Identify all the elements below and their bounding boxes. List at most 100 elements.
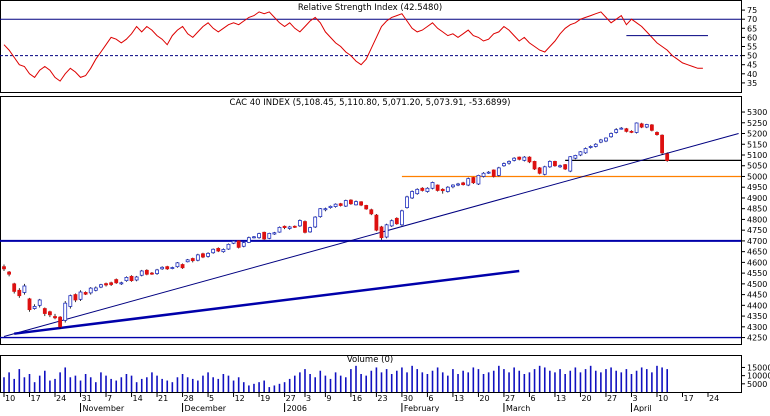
candle-body	[517, 156, 522, 160]
x-tick-label: 14	[133, 394, 143, 403]
candle-body	[440, 188, 445, 192]
candle-body	[481, 172, 486, 177]
x-tick-label: 17	[683, 394, 693, 403]
x-tick-label: 17	[31, 394, 41, 403]
candle-body	[83, 292, 88, 295]
candle-body	[323, 208, 328, 211]
price-y-tick-label: 5200	[747, 130, 767, 139]
x-tick-label: 3	[632, 394, 637, 403]
rsi-line	[3, 11, 703, 82]
price-y-tick-label: 4400	[747, 301, 767, 310]
candle-body	[542, 166, 547, 175]
rsi-y-tick-label: 70	[747, 15, 757, 24]
candle-body	[134, 276, 139, 281]
candle-body	[175, 262, 180, 268]
rsi-layer	[0, 11, 741, 82]
trendline	[3, 133, 739, 337]
candle-body	[104, 283, 108, 286]
volume-y-tick-label: 15000	[747, 363, 770, 372]
candle-body	[297, 220, 302, 227]
candle-body	[588, 145, 593, 148]
candle-body	[348, 199, 353, 205]
candle-body	[573, 155, 578, 159]
rsi-y-tick-label: 60	[747, 33, 757, 42]
candle-body	[42, 308, 47, 314]
candle-body	[527, 156, 532, 163]
candle-body	[456, 183, 460, 186]
candle-body	[394, 217, 399, 225]
rsi-y-tick-label: 50	[747, 52, 757, 61]
price-y-tick-label: 4800	[747, 215, 767, 224]
candle-body	[537, 167, 542, 174]
candle-body	[262, 231, 267, 240]
candle-body	[553, 161, 557, 167]
x-tick-label: 5	[209, 394, 214, 403]
x-tick-label: 10	[658, 394, 668, 403]
candle-body	[277, 226, 282, 233]
volume-layer	[3, 365, 668, 392]
candle-body	[252, 236, 256, 239]
candle-body	[338, 203, 343, 206]
candle-body	[201, 253, 205, 258]
candle-body	[22, 285, 27, 293]
candle-body	[109, 282, 114, 285]
candle-body	[139, 270, 144, 276]
axis-layer: 3540455055606570754250430043504400445045…	[3, 6, 770, 413]
month-label: April	[633, 404, 651, 412]
candle-body	[93, 287, 98, 291]
candle-body	[410, 191, 415, 199]
candle-body	[496, 167, 501, 176]
rsi-y-tick-label: 40	[747, 70, 757, 79]
candle-body	[354, 201, 358, 206]
candle-body	[374, 214, 379, 231]
price-y-tick-label: 4350	[747, 312, 767, 321]
volume-y-tick-label: 10000	[747, 372, 770, 381]
candle-body	[639, 123, 644, 128]
x-tick-label: 3	[306, 394, 311, 403]
x-tick-label: 6	[428, 394, 433, 403]
candle-body	[78, 291, 83, 300]
candle-body	[359, 201, 364, 206]
candle-body	[17, 289, 22, 297]
rsi-title: Relative Strength Index (42.5480)	[298, 3, 442, 13]
x-tick-label: 7	[107, 394, 112, 403]
candle-body	[445, 186, 450, 192]
candle-body	[211, 248, 216, 254]
rsi-y-tick-label: 35	[747, 79, 757, 88]
candle-body	[292, 225, 297, 228]
x-tick-label: 12	[235, 394, 245, 403]
candle-body	[257, 233, 261, 239]
candle-body	[195, 254, 200, 261]
candle-body	[568, 156, 573, 172]
price-y-tick-label: 5050	[747, 162, 767, 171]
price-y-tick-label: 4300	[747, 323, 767, 332]
x-tick-label: 13	[454, 394, 464, 403]
trendline	[14, 269, 520, 335]
month-label: December	[185, 404, 227, 412]
candle-body	[144, 269, 149, 275]
x-tick-label: 6	[530, 394, 535, 403]
candle-body	[415, 188, 420, 195]
price-y-tick-label: 4500	[747, 280, 767, 289]
candle-body	[27, 298, 32, 311]
candle-body	[241, 242, 246, 247]
candle-body	[190, 258, 195, 262]
candle-body	[236, 240, 241, 248]
candle-body	[614, 129, 619, 133]
candle-body	[451, 184, 455, 188]
candle-body	[343, 200, 348, 207]
candle-body	[246, 237, 251, 243]
candle-body	[461, 182, 466, 186]
price-layer	[0, 122, 741, 339]
volume-y-tick-label: 5000	[747, 380, 767, 389]
candle-body	[165, 266, 170, 270]
rsi-y-tick-label: 75	[747, 6, 757, 15]
candle-body	[221, 249, 226, 253]
candle-body	[563, 164, 568, 170]
candle-body	[522, 156, 527, 161]
candle-body	[63, 302, 68, 321]
candle-body	[502, 163, 506, 167]
candle-body	[282, 225, 287, 228]
